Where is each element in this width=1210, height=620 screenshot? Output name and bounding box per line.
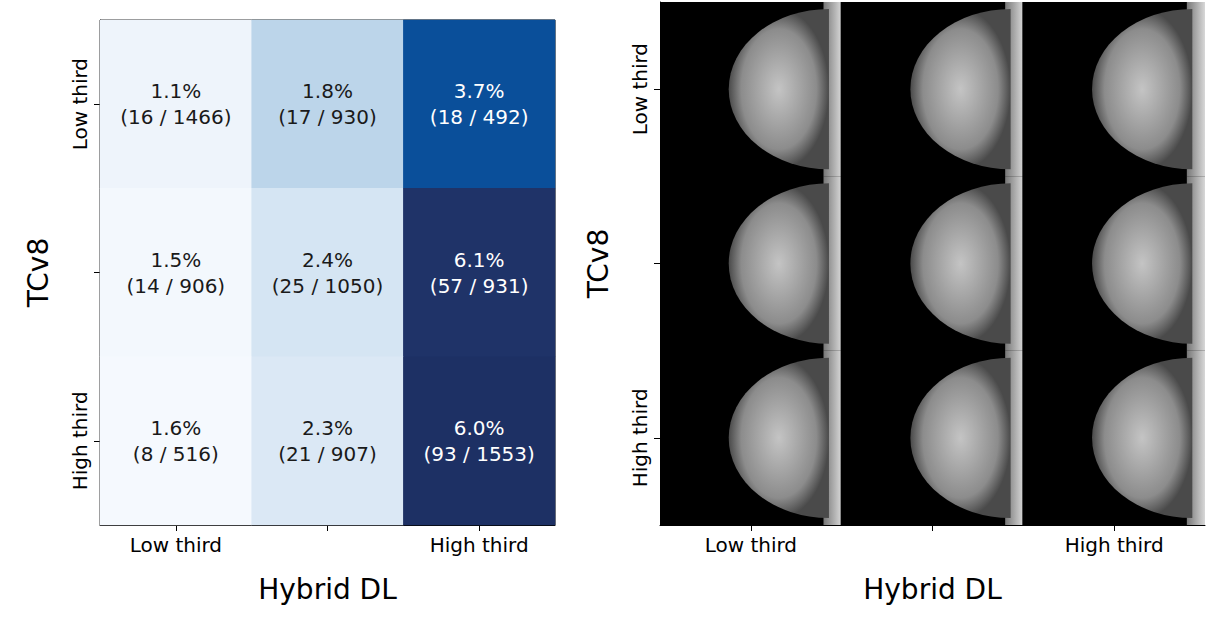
svg-text:TCv8: TCv8 — [582, 229, 615, 299]
svg-text:(57 / 931): (57 / 931) — [430, 274, 529, 298]
svg-text:1.1%: 1.1% — [150, 79, 201, 103]
svg-text:2.4%: 2.4% — [302, 248, 353, 272]
svg-text:(16 / 1466): (16 / 1466) — [120, 105, 231, 129]
svg-text:6.0%: 6.0% — [454, 416, 505, 440]
svg-text:(21 / 907): (21 / 907) — [278, 442, 377, 466]
svg-text:(14 / 906): (14 / 906) — [126, 274, 225, 298]
svg-text:(8 / 516): (8 / 516) — [133, 442, 219, 466]
svg-text:3.7%: 3.7% — [454, 79, 505, 103]
svg-text:Hybrid DL: Hybrid DL — [863, 573, 1002, 606]
svg-text:TCv8: TCv8 — [22, 238, 55, 308]
svg-text:Low third: Low third — [705, 533, 797, 557]
svg-text:6.1%: 6.1% — [454, 248, 505, 272]
svg-text:High third: High third — [68, 391, 92, 490]
svg-text:High third: High third — [430, 533, 529, 557]
svg-text:Low third: Low third — [130, 533, 222, 557]
svg-text:1.8%: 1.8% — [302, 79, 353, 103]
svg-text:2.3%: 2.3% — [302, 416, 353, 440]
svg-text:High third: High third — [1065, 533, 1164, 557]
svg-text:1.5%: 1.5% — [150, 248, 201, 272]
svg-text:Low third: Low third — [68, 58, 92, 150]
svg-text:(18 / 492): (18 / 492) — [430, 105, 529, 129]
svg-text:1.6%: 1.6% — [150, 416, 201, 440]
svg-text:(17 / 930): (17 / 930) — [278, 105, 377, 129]
svg-text:(25 / 1050): (25 / 1050) — [272, 274, 383, 298]
svg-text:Low third: Low third — [628, 43, 652, 135]
svg-text:High third: High third — [628, 388, 652, 487]
svg-text:(93 / 1553): (93 / 1553) — [423, 442, 534, 466]
svg-text:Hybrid DL: Hybrid DL — [258, 573, 397, 606]
